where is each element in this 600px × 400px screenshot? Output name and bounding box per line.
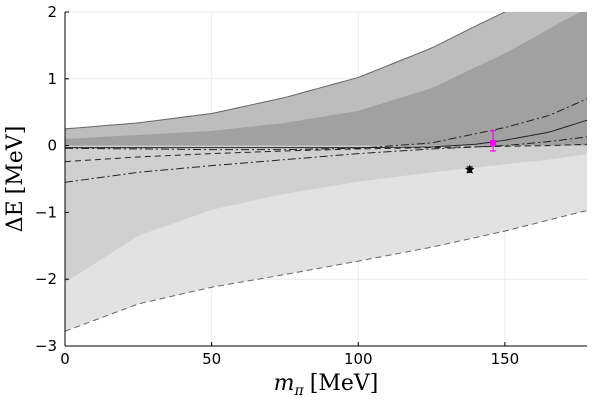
series-line-dash-dot-lower: [65, 136, 587, 183]
x-axis-label: mπ [MeV]: [274, 371, 379, 399]
plot-area: [65, 12, 587, 332]
y-axis-label: ΔE[MeV]: [3, 126, 28, 233]
axes: [64, 11, 587, 347]
x-tick-label: 0: [60, 350, 70, 368]
series-line-dash-dot-upper: [65, 98, 587, 151]
band-inner-upper: [65, 12, 587, 146]
tick-labels: 0 50 100 150 −3 −2 −1 0 1 2: [35, 3, 519, 368]
magenta-data-point: [490, 130, 497, 152]
y-tick-label: 0: [47, 137, 57, 155]
x-tick-label: 150: [491, 350, 520, 368]
y-tick-label: 1: [47, 70, 57, 88]
black-data-point: [464, 164, 475, 174]
x-tick-label: 100: [344, 350, 373, 368]
y-tick-label: −2: [35, 270, 57, 288]
series-line-outer-band-upper: [65, 12, 507, 130]
y-tick-label: 2: [47, 3, 57, 21]
marker-square: [490, 139, 497, 146]
band-inner-lower: [65, 145, 587, 283]
series-line-dashed-central: [65, 143, 587, 163]
series-line-outer-band-lower: [65, 209, 587, 332]
y-tick-label: −3: [35, 337, 57, 355]
y-tick-label: −1: [35, 203, 57, 221]
x-tick-label: 50: [202, 350, 221, 368]
marker-star: [464, 164, 475, 174]
series-line-solid-central: [65, 119, 587, 149]
